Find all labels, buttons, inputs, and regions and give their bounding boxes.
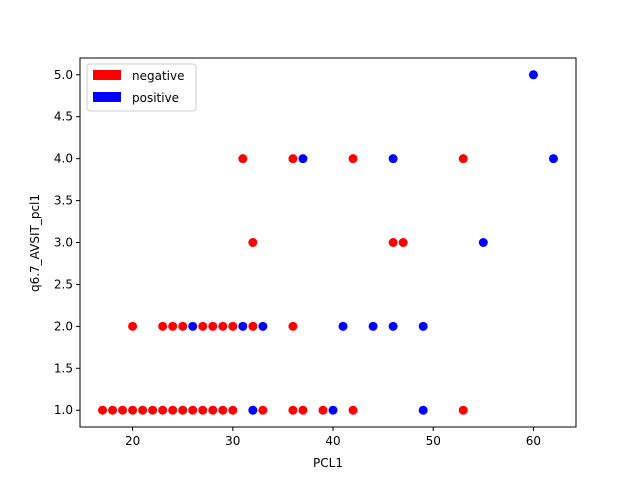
- data-point-negative: [248, 321, 258, 331]
- data-point-negative: [128, 321, 138, 331]
- x-tick-label: 30: [225, 434, 240, 448]
- data-point-negative: [458, 154, 468, 164]
- legend-label-negative: negative: [132, 69, 184, 83]
- data-point-positive: [238, 321, 248, 331]
- data-point-positive: [388, 321, 398, 331]
- data-points: [98, 70, 558, 415]
- legend-swatch-positive: [93, 92, 121, 102]
- data-point-negative: [218, 321, 228, 331]
- x-axis-ticks: 20 30 40 50 60: [125, 427, 541, 448]
- data-point-negative: [258, 405, 268, 415]
- y-tick-label: 2.5: [54, 277, 73, 291]
- data-point-negative: [178, 321, 188, 331]
- data-point-negative: [168, 405, 178, 415]
- data-point-negative: [288, 154, 298, 164]
- data-point-negative: [348, 154, 358, 164]
- y-tick-label: 3.5: [54, 194, 73, 208]
- x-tick-label: 20: [125, 434, 140, 448]
- data-point-negative: [158, 405, 168, 415]
- data-point-negative: [178, 405, 188, 415]
- data-point-positive: [298, 154, 308, 164]
- data-point-positive: [328, 405, 338, 415]
- y-tick-label: 3.0: [54, 236, 73, 250]
- x-tick-label: 60: [526, 434, 541, 448]
- data-point-negative: [118, 405, 128, 415]
- data-point-negative: [238, 154, 248, 164]
- y-tick-label: 4.0: [54, 152, 73, 166]
- data-point-negative: [158, 321, 168, 331]
- data-point-positive: [548, 154, 558, 164]
- data-point-positive: [248, 405, 258, 415]
- data-point-negative: [388, 238, 398, 247]
- data-point-negative: [98, 405, 108, 415]
- legend-swatch-negative: [93, 70, 121, 80]
- data-point-negative: [208, 405, 218, 415]
- data-point-negative: [228, 321, 238, 331]
- data-point-positive: [388, 154, 398, 164]
- data-point-negative: [298, 405, 308, 415]
- data-point-negative: [168, 321, 178, 331]
- data-point-negative: [188, 405, 198, 415]
- data-point-negative: [398, 238, 408, 247]
- data-point-negative: [228, 405, 238, 415]
- y-axis-ticks: 1.0 1.5 2.0 2.5 3.0 3.5 4.0 4.5 5.0: [54, 68, 80, 417]
- y-tick-label: 1.5: [54, 361, 73, 375]
- data-point-negative: [138, 405, 148, 415]
- data-point-positive: [478, 238, 488, 247]
- data-point-positive: [368, 321, 378, 331]
- data-point-positive: [338, 321, 348, 331]
- y-tick-label: 2.0: [54, 319, 73, 333]
- x-axis-label: PCL1: [313, 456, 343, 470]
- y-tick-label: 5.0: [54, 68, 73, 82]
- data-point-positive: [418, 321, 428, 331]
- data-point-negative: [318, 405, 328, 415]
- data-point-negative: [458, 405, 468, 415]
- y-tick-label: 1.0: [54, 403, 73, 417]
- y-tick-label: 4.5: [54, 110, 73, 124]
- data-point-negative: [288, 405, 298, 415]
- data-point-negative: [198, 321, 208, 331]
- x-tick-label: 40: [325, 434, 340, 448]
- legend: negative positive: [86, 63, 197, 112]
- data-point-negative: [128, 405, 138, 415]
- legend-label-positive: positive: [132, 91, 179, 105]
- data-point-negative: [218, 405, 228, 415]
- data-point-negative: [148, 405, 158, 415]
- x-tick-label: 50: [426, 434, 441, 448]
- data-point-negative: [198, 405, 208, 415]
- data-point-positive: [418, 405, 428, 415]
- y-axis-label: q6.7_AVSIT_pcl1: [28, 194, 42, 292]
- data-point-negative: [348, 405, 358, 415]
- data-point-negative: [248, 238, 258, 247]
- data-point-positive: [258, 321, 268, 331]
- data-point-negative: [108, 405, 118, 415]
- data-point-positive: [188, 321, 198, 331]
- data-point-negative: [288, 321, 298, 331]
- plot-frame: [79, 57, 577, 428]
- data-point-positive: [528, 70, 538, 80]
- data-point-negative: [208, 321, 218, 331]
